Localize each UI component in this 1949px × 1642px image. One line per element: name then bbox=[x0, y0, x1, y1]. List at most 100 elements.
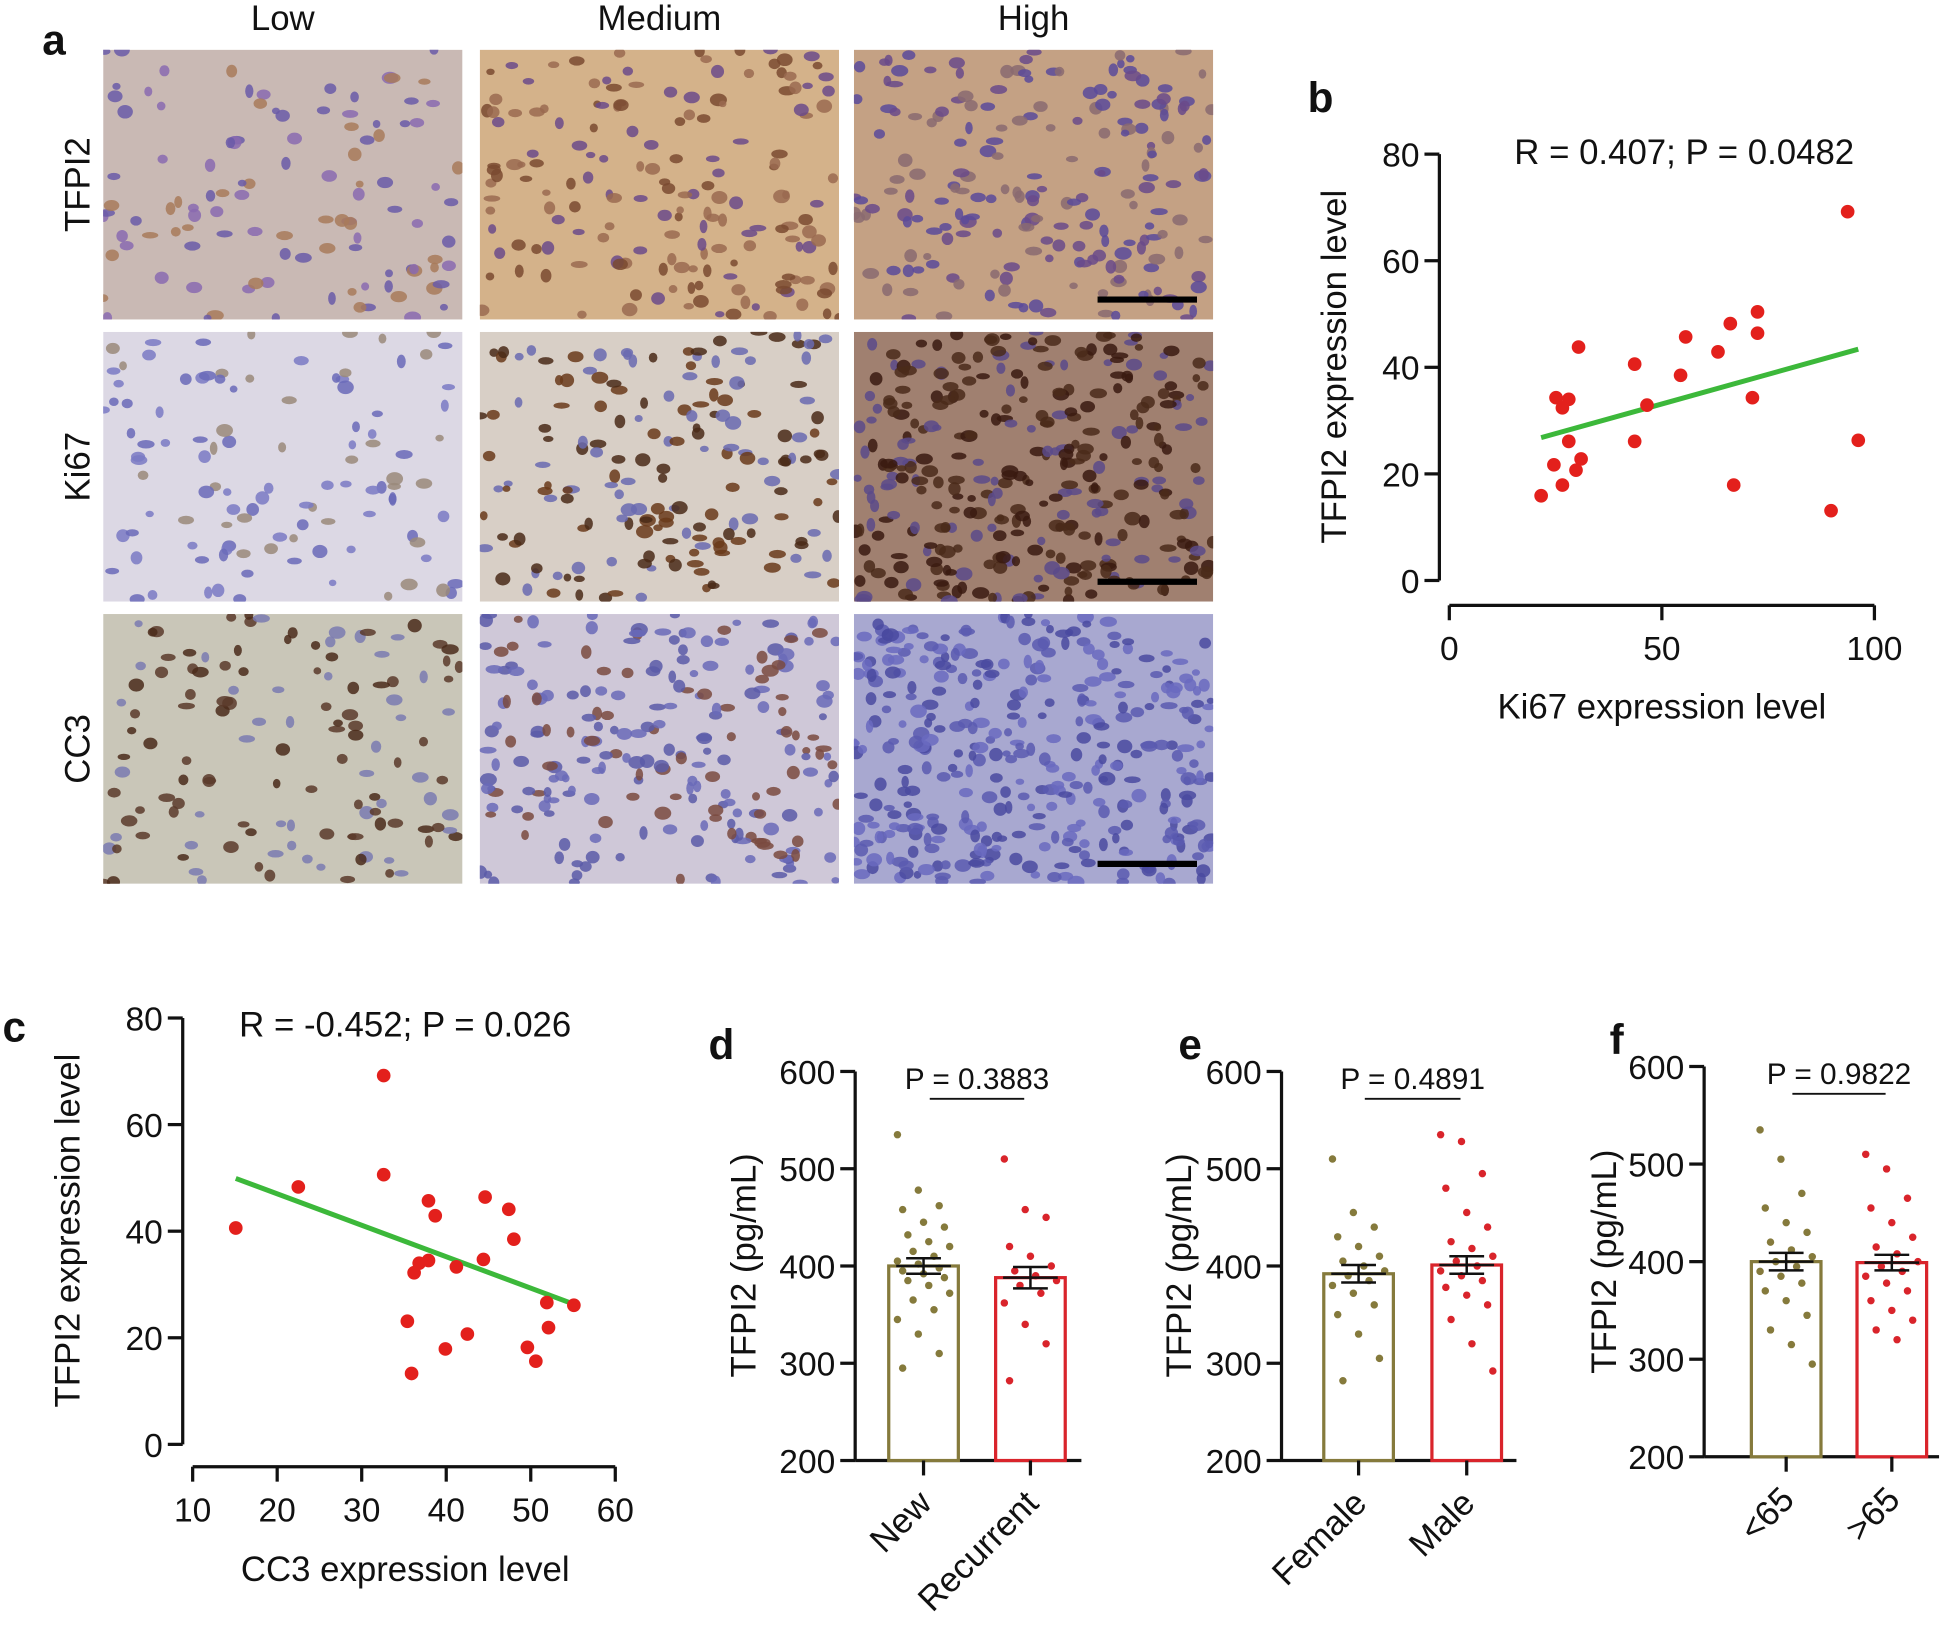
nucleus bbox=[715, 311, 725, 318]
nucleus bbox=[1039, 500, 1049, 507]
nucleus bbox=[893, 561, 909, 574]
data-point bbox=[1761, 1204, 1770, 1212]
nucleus bbox=[824, 778, 833, 788]
nucleus bbox=[1012, 186, 1022, 199]
nucleus bbox=[563, 573, 572, 582]
nucleus bbox=[202, 773, 216, 787]
scatter-point bbox=[400, 1314, 415, 1329]
nucleus bbox=[818, 334, 833, 344]
nucleus bbox=[546, 588, 561, 598]
data-point bbox=[1339, 1257, 1347, 1265]
nucleus bbox=[1080, 858, 1096, 868]
nucleus bbox=[889, 175, 905, 184]
nucleus bbox=[313, 667, 322, 675]
nucleus bbox=[775, 693, 789, 701]
y-axis-label: TFPI2 expression level bbox=[49, 1054, 88, 1408]
micrograph-content bbox=[479, 49, 840, 320]
nucleus bbox=[158, 793, 176, 803]
nucleus bbox=[671, 501, 688, 515]
nucleus bbox=[791, 730, 800, 741]
nucleus bbox=[714, 637, 730, 647]
nucleus bbox=[1021, 860, 1038, 874]
nucleus bbox=[452, 161, 463, 175]
data-point bbox=[1782, 1296, 1790, 1305]
nucleus bbox=[538, 357, 554, 365]
nucleus bbox=[359, 769, 375, 778]
nucleus bbox=[1124, 776, 1141, 784]
nucleus bbox=[745, 664, 755, 675]
nucleus bbox=[1118, 848, 1134, 857]
nucleus bbox=[543, 787, 552, 798]
nucleus bbox=[1074, 346, 1088, 358]
nucleus bbox=[107, 172, 121, 181]
data-point bbox=[1328, 1281, 1337, 1290]
data-point bbox=[930, 1306, 938, 1314]
data-point bbox=[893, 1257, 902, 1265]
nucleus bbox=[703, 206, 712, 220]
nucleus bbox=[862, 268, 880, 279]
nucleus bbox=[1160, 788, 1171, 802]
nucleus bbox=[709, 814, 722, 822]
nucleus bbox=[1064, 586, 1073, 597]
annotation: P = 0.3883 bbox=[905, 1063, 1050, 1096]
nucleus bbox=[798, 213, 813, 226]
data-point bbox=[898, 1267, 907, 1275]
nucleus bbox=[940, 395, 956, 405]
nucleus bbox=[717, 394, 734, 407]
nucleus bbox=[165, 202, 176, 216]
nucleus bbox=[891, 65, 909, 77]
data-point bbox=[1005, 1242, 1014, 1251]
nucleus bbox=[724, 416, 742, 430]
micrograph-bg bbox=[479, 49, 840, 320]
nucleus bbox=[990, 476, 999, 486]
nucleus bbox=[1046, 801, 1058, 811]
data-point bbox=[1798, 1189, 1806, 1198]
nucleus bbox=[607, 590, 624, 597]
nucleus bbox=[635, 592, 648, 602]
nucleus bbox=[1162, 877, 1176, 884]
y-tick-label: 20 bbox=[126, 1321, 163, 1358]
nucleus bbox=[887, 655, 905, 665]
nucleus bbox=[1009, 852, 1023, 866]
nucleus bbox=[1031, 214, 1044, 223]
nucleus bbox=[688, 265, 698, 273]
nucleus bbox=[1191, 669, 1200, 676]
nucleus bbox=[990, 269, 1000, 279]
scatter-point bbox=[1673, 368, 1688, 383]
nucleus bbox=[948, 475, 965, 485]
panel-letter: b bbox=[1308, 74, 1334, 121]
nucleus bbox=[1100, 564, 1112, 579]
nucleus bbox=[969, 878, 987, 884]
nucleus bbox=[610, 690, 626, 701]
nucleus bbox=[543, 435, 554, 443]
nucleus bbox=[865, 719, 874, 733]
nucleus bbox=[256, 89, 271, 100]
nucleus bbox=[621, 667, 634, 679]
nucleus bbox=[1004, 728, 1013, 737]
nucleus bbox=[305, 785, 318, 794]
nucleus bbox=[198, 450, 211, 463]
nucleus bbox=[713, 335, 727, 347]
data-point bbox=[1339, 1377, 1347, 1385]
nucleus bbox=[950, 331, 964, 341]
nucleus bbox=[591, 371, 609, 384]
nucleus bbox=[867, 438, 878, 453]
nucleus bbox=[614, 489, 624, 500]
nucleus bbox=[479, 642, 492, 650]
nucleus bbox=[160, 438, 171, 447]
nucleus bbox=[930, 390, 943, 404]
nucleus bbox=[1157, 229, 1168, 239]
nucleus bbox=[429, 49, 439, 55]
data-point bbox=[1756, 1267, 1764, 1276]
nucleus bbox=[723, 273, 738, 280]
nucleus bbox=[1055, 552, 1066, 564]
nucleus bbox=[1052, 239, 1066, 252]
nucleus bbox=[105, 567, 120, 575]
nucleus bbox=[1032, 812, 1046, 820]
y-tick-label: 300 bbox=[1206, 1347, 1262, 1384]
data-point bbox=[1803, 1228, 1811, 1237]
nucleus bbox=[281, 156, 291, 170]
nucleus bbox=[508, 666, 525, 676]
nucleus bbox=[923, 542, 938, 549]
nucleus bbox=[1195, 417, 1208, 426]
